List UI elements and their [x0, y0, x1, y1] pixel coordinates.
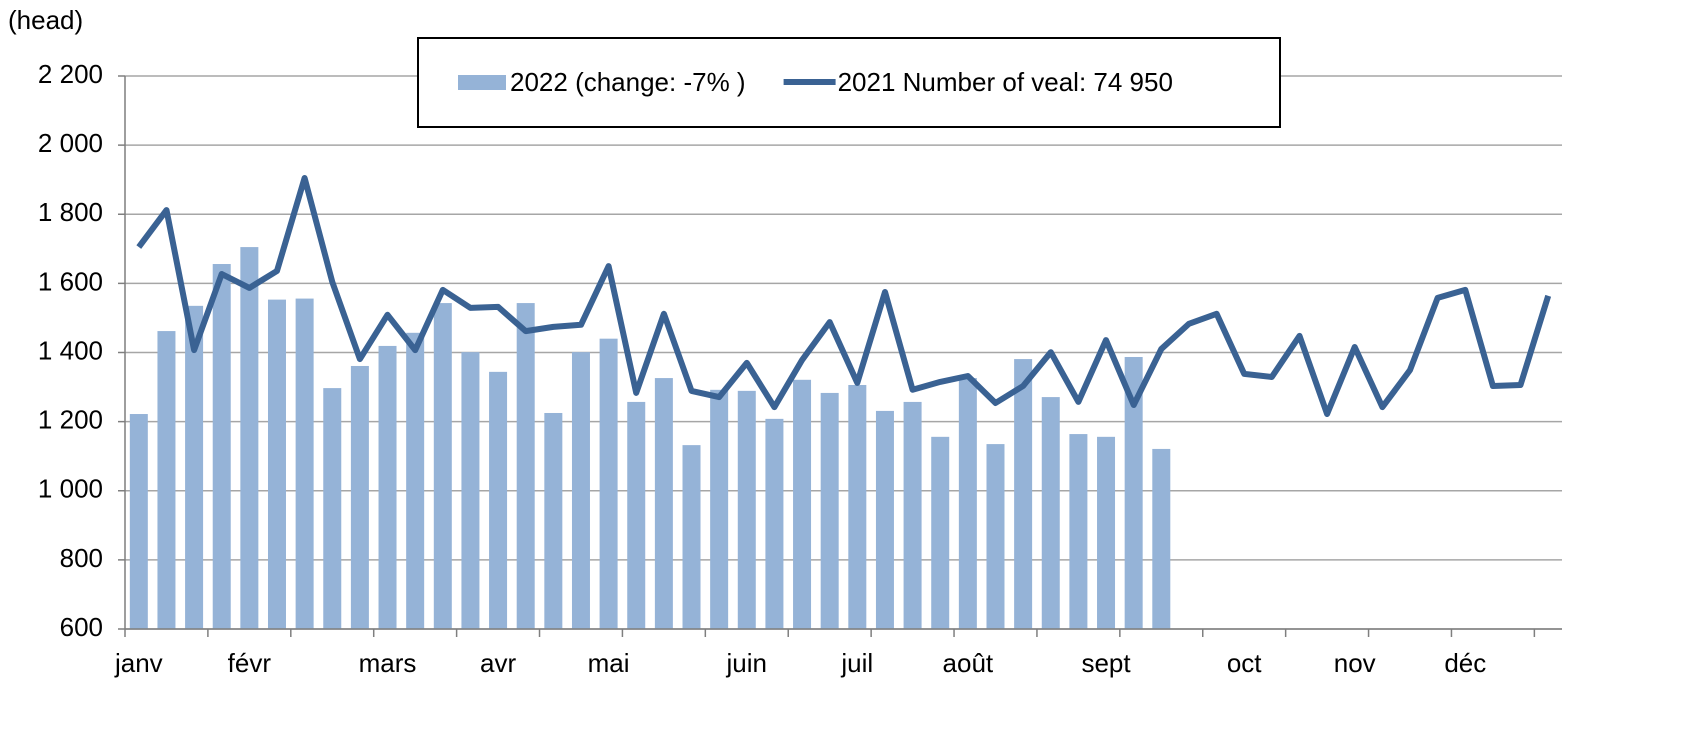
x-tick-label: mai	[588, 648, 630, 678]
y-tick-label: 600	[60, 612, 103, 642]
bar	[185, 305, 204, 629]
bar	[1014, 359, 1033, 629]
x-tick-label: nov	[1334, 648, 1376, 678]
bar	[350, 365, 369, 629]
bar	[295, 298, 314, 629]
legend-label: 2021 Number of veal: 74 950	[838, 67, 1173, 97]
bar	[737, 390, 756, 629]
bar	[240, 247, 259, 629]
bar	[710, 389, 729, 629]
y-tick-label: 1 200	[38, 405, 103, 435]
x-tick-label: sept	[1081, 648, 1131, 678]
x-tick-label: mars	[359, 648, 417, 678]
y-tick-label: 2 200	[38, 59, 103, 89]
bar	[599, 338, 618, 629]
bar	[323, 388, 342, 629]
y-tick-label: 1 000	[38, 474, 103, 504]
x-tick-label: juil	[840, 648, 873, 678]
bar	[157, 331, 176, 629]
legend-swatch	[458, 75, 506, 90]
y-tick-label: 800	[60, 543, 103, 573]
bar	[461, 352, 480, 629]
x-tick-label: déc	[1444, 648, 1486, 678]
legend: 2022 (change: -7% ) 2021 Number of veal: …	[417, 37, 1281, 128]
bar	[682, 445, 701, 629]
bar	[627, 401, 646, 629]
bar	[1041, 397, 1060, 629]
bar	[378, 345, 397, 629]
bar	[765, 418, 784, 629]
bar	[958, 378, 977, 629]
bar	[571, 352, 590, 629]
x-tick-label: oct	[1227, 648, 1262, 678]
bar	[406, 332, 425, 629]
y-tick-label: 2 000	[38, 128, 103, 158]
y-tick-label: 1 800	[38, 197, 103, 227]
bar	[986, 444, 1005, 629]
bar	[654, 378, 673, 629]
bar	[820, 392, 839, 629]
y-tick-label: 1 400	[38, 335, 103, 365]
bar	[129, 414, 148, 629]
bar	[848, 384, 867, 629]
x-tick-label: avr	[480, 648, 516, 678]
bar	[1124, 356, 1143, 629]
bar	[1097, 436, 1116, 629]
bar	[516, 303, 535, 629]
legend-box	[417, 37, 1281, 128]
line	[136, 175, 1552, 417]
bar	[212, 264, 231, 629]
legend-label: 2022 (change: -7% )	[510, 67, 746, 97]
x-tick-label: août	[943, 648, 994, 678]
bar	[793, 379, 812, 629]
x-tick-label: janv	[114, 648, 163, 678]
bar	[267, 299, 286, 629]
y-tick-label: 1 600	[38, 266, 103, 296]
bar	[875, 410, 894, 629]
bar	[903, 401, 922, 629]
bar	[1152, 448, 1171, 629]
bar	[489, 371, 508, 629]
bar	[544, 412, 563, 629]
bar	[1069, 434, 1088, 629]
bar	[931, 436, 950, 629]
y-axis-label: (head)	[8, 5, 83, 35]
x-tick-label: juin	[726, 648, 767, 678]
bar	[433, 303, 452, 629]
x-tick-label: févr	[228, 648, 272, 678]
